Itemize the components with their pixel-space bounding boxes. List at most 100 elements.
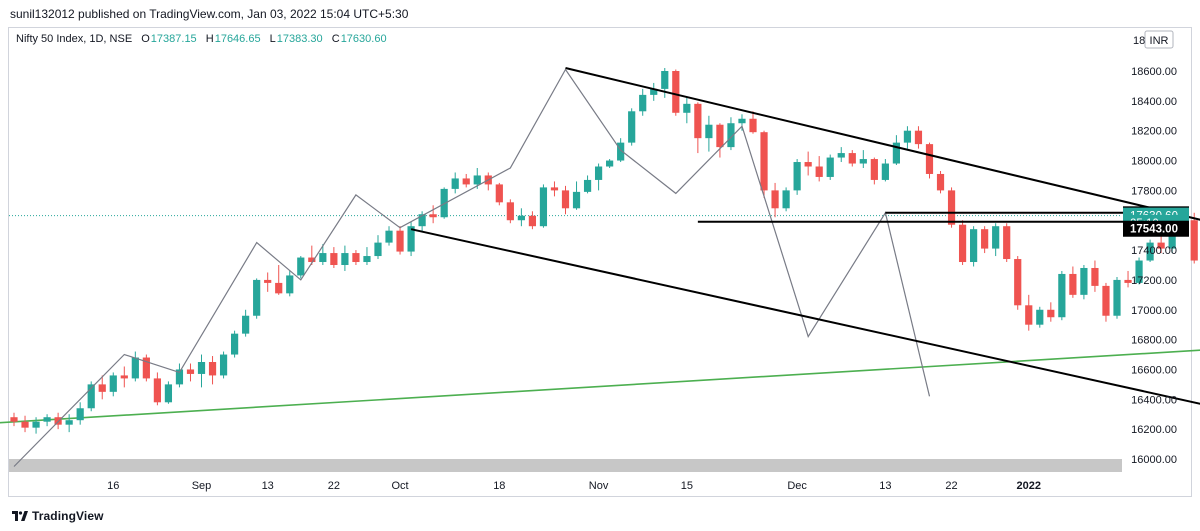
- bottom-band: [9, 459, 1122, 472]
- time-tick-label: 22: [328, 480, 340, 492]
- candle: [870, 157, 878, 185]
- tradingview-footer[interactable]: TradingView: [12, 508, 104, 523]
- currency-label: INR: [1150, 35, 1169, 47]
- candle: [771, 182, 779, 218]
- candle-body: [1069, 273, 1077, 295]
- candle-body: [131, 357, 139, 379]
- candle: [1069, 266, 1077, 298]
- candle-body: [970, 229, 978, 263]
- candle-body: [694, 103, 702, 139]
- candle: [1135, 257, 1143, 285]
- price-tick-label: 17000.00: [1131, 305, 1177, 317]
- candle: [727, 117, 735, 151]
- price-label: 17543.00: [1123, 220, 1189, 237]
- candle-body: [418, 214, 426, 227]
- candle-body: [628, 111, 636, 143]
- candle: [1190, 212, 1198, 264]
- candle: [164, 381, 173, 404]
- candle-body: [374, 242, 382, 257]
- candle: [385, 226, 393, 246]
- candle-body: [231, 333, 239, 355]
- candle-body: [473, 175, 481, 185]
- wave-zigzag: [13, 68, 931, 467]
- candle: [1091, 260, 1099, 292]
- candle: [1113, 276, 1121, 319]
- candle-body: [98, 384, 106, 392]
- candle: [837, 147, 845, 163]
- candle: [363, 247, 371, 265]
- candle: [892, 135, 900, 166]
- candle: [1124, 270, 1132, 288]
- chart-legend: Nifty 50 Index, 1D, NSE O17387.15 H17646…: [16, 33, 387, 45]
- candle: [782, 187, 790, 212]
- candle-body: [87, 384, 95, 409]
- candle-body: [264, 279, 272, 283]
- candle-body: [936, 173, 945, 191]
- candle-body: [495, 184, 503, 203]
- candle-body: [1080, 267, 1088, 295]
- candle: [992, 223, 1000, 257]
- candle-body: [65, 420, 73, 425]
- candle-body: [650, 88, 658, 95]
- time-axis[interactable]: 16 Sep 13 22 Oct 18 Nov 15 Dec 13 22 2022: [107, 480, 1041, 492]
- high-label: H: [205, 33, 214, 45]
- price-axis[interactable]: 16000.00 16200.00 16400.00 16600.00 16800.00…: [1131, 30, 1177, 466]
- candle: [716, 123, 724, 158]
- candle-body: [837, 153, 845, 158]
- candle-body: [583, 179, 592, 192]
- candle-body: [297, 257, 305, 276]
- candle: [1003, 223, 1011, 263]
- candle-body: [1102, 285, 1110, 316]
- candle-body: [10, 417, 18, 422]
- time-tick-label: Dec: [787, 480, 807, 492]
- candle-body: [330, 253, 338, 265]
- published-info: sunil132012 published on TradingView.com…: [10, 7, 409, 21]
- candle: [848, 150, 856, 167]
- candle-body: [561, 190, 570, 209]
- price-tick-label: 17800.00: [1131, 185, 1177, 197]
- candle-body: [1014, 259, 1022, 306]
- candle: [683, 97, 691, 124]
- candle-body: [1025, 305, 1033, 325]
- time-tick-label: 2022: [1017, 480, 1041, 492]
- candle-body: [32, 421, 40, 428]
- price-tick-label: 18600.00: [1131, 66, 1177, 78]
- candle: [175, 363, 184, 388]
- candle: [517, 208, 525, 227]
- candle-body: [639, 94, 647, 112]
- close-label: C: [331, 33, 340, 45]
- time-tick-label: Sep: [192, 480, 212, 492]
- candle-body: [760, 132, 768, 191]
- candle-body: [275, 282, 283, 294]
- candle-body: [594, 166, 603, 180]
- candle: [451, 172, 459, 194]
- candle: [440, 187, 448, 219]
- price-tick-label: 16200.00: [1131, 424, 1177, 436]
- candle-body: [539, 187, 548, 227]
- price-tick-label: 18000.00: [1131, 156, 1177, 168]
- candle-body: [1036, 309, 1044, 325]
- candle-body: [153, 378, 161, 403]
- candle: [396, 226, 404, 255]
- candle: [1036, 306, 1044, 328]
- candle: [120, 366, 128, 388]
- candle: [760, 130, 768, 198]
- candle-body: [804, 162, 812, 167]
- low-label: L: [269, 33, 276, 45]
- candle-body: [661, 71, 669, 89]
- candle-body: [1135, 260, 1143, 283]
- candle-body: [363, 256, 371, 263]
- candle-body: [550, 187, 559, 191]
- candle: [1058, 270, 1066, 321]
- candle-body: [606, 160, 614, 167]
- chart-frame[interactable]: [8, 27, 1192, 497]
- time-tick-label: 13: [262, 480, 274, 492]
- candle: [815, 156, 823, 182]
- candle: [98, 375, 106, 400]
- candle: [1146, 239, 1154, 263]
- time-tick-label: 18: [493, 480, 505, 492]
- open-label: O: [141, 33, 150, 45]
- candle-body: [451, 178, 459, 189]
- candle: [606, 159, 614, 168]
